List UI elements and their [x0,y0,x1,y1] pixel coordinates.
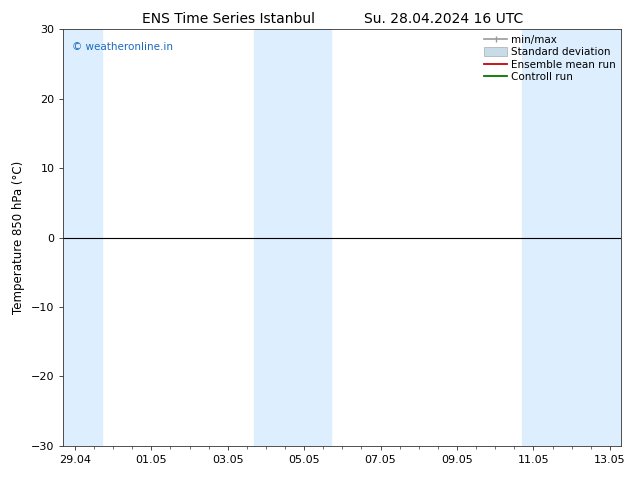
Bar [522,29,621,446]
Bar [254,29,331,446]
Legend: min/max, Standard deviation, Ensemble mean run, Controll run: min/max, Standard deviation, Ensemble me… [482,32,618,84]
Text: Su. 28.04.2024 16 UTC: Su. 28.04.2024 16 UTC [364,12,524,26]
Bar [63,29,101,446]
Y-axis label: Temperature 850 hPa (°C): Temperature 850 hPa (°C) [12,161,25,314]
Text: © weatheronline.in: © weatheronline.in [72,42,173,52]
Text: ENS Time Series Istanbul: ENS Time Series Istanbul [142,12,314,26]
